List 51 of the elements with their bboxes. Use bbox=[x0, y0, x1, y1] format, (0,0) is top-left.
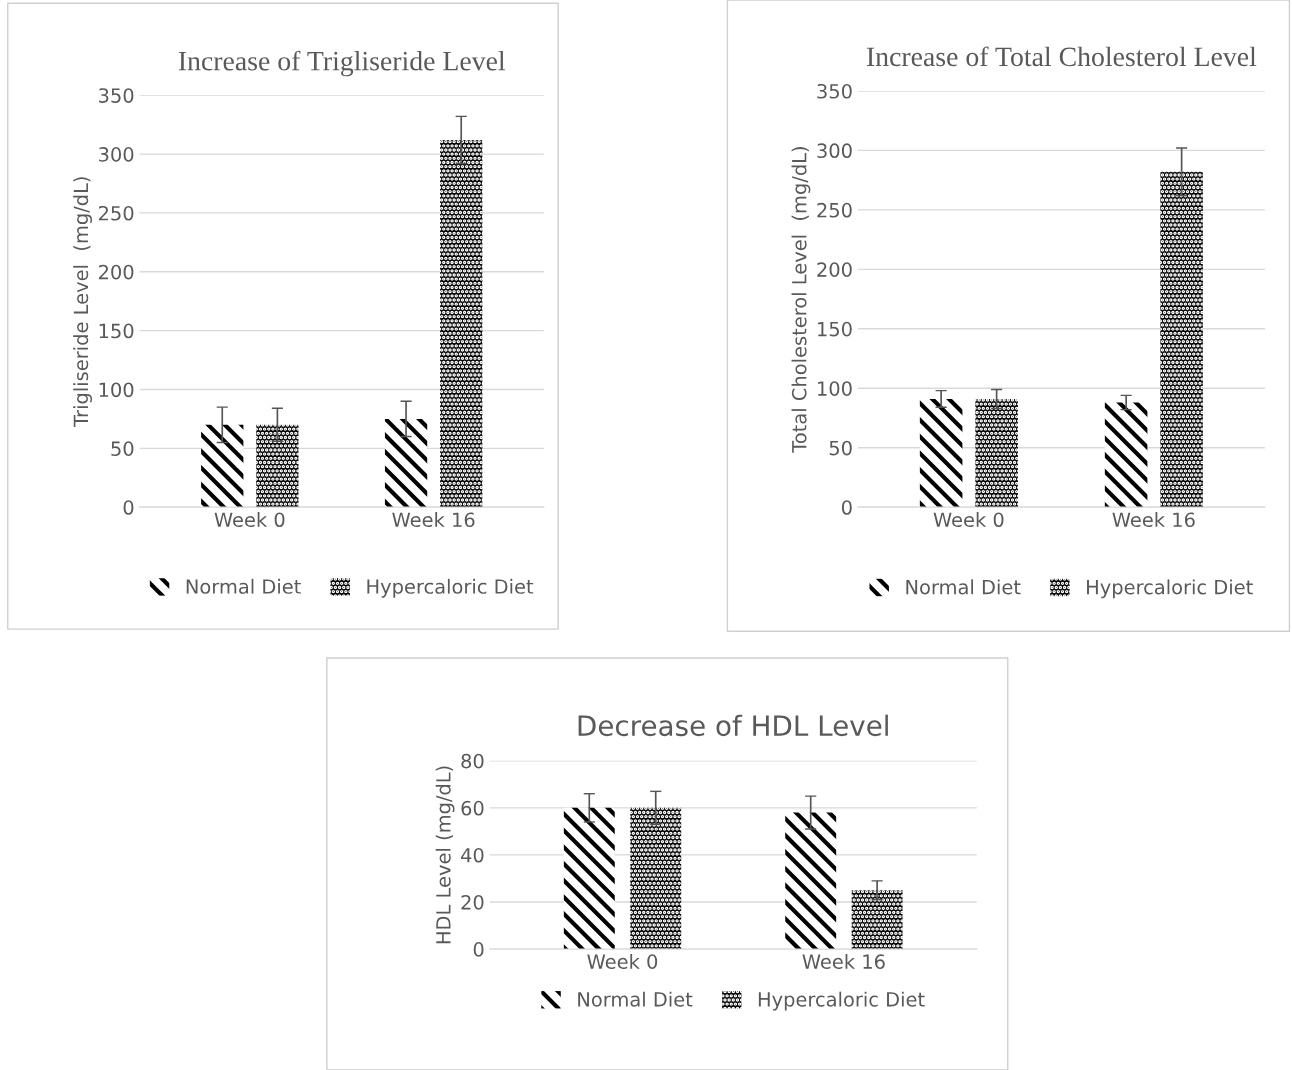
chart-title: Increase of Total Cholesterol Level bbox=[866, 46, 1257, 67]
x-tick-label: Week 16 bbox=[392, 512, 475, 528]
x-tick-label: Week 0 bbox=[214, 512, 285, 528]
legend-label: Normal Diet bbox=[186, 578, 301, 594]
y-axis-title: HDL Level (mg/dL) bbox=[435, 766, 455, 944]
y-tick-label: 300 bbox=[817, 143, 852, 159]
y-tick-label: 150 bbox=[818, 321, 852, 337]
bar bbox=[440, 139, 483, 508]
y-tick-label: 60 bbox=[461, 800, 484, 816]
y-tick-label: 0 bbox=[123, 500, 134, 515]
y-tick-label: 350 bbox=[99, 88, 134, 103]
bar bbox=[1104, 402, 1148, 508]
bar bbox=[851, 890, 903, 950]
legend-label: Hypercaloric Diet bbox=[758, 991, 925, 1011]
y-tick-label: 40 bbox=[461, 847, 484, 863]
legend-label: Normal Diet bbox=[906, 579, 1021, 595]
y-tick-label: 80 bbox=[461, 753, 484, 769]
y-tick-label: 100 bbox=[818, 381, 852, 396]
y-tick-label: 300 bbox=[99, 147, 134, 162]
y-axis-title: Total Cholesterol Level (mg/dL) bbox=[791, 147, 811, 453]
y-tick-label: 50 bbox=[829, 440, 852, 456]
y-tick-label: 250 bbox=[98, 205, 134, 221]
y-axis-title: Trigliseride Level (mg/dL) bbox=[73, 177, 92, 427]
y-tick-label: 0 bbox=[841, 500, 852, 515]
y-tick-label: 20 bbox=[461, 894, 484, 910]
y-tick-label: 200 bbox=[817, 262, 852, 277]
y-tick-label: 200 bbox=[98, 264, 134, 280]
legend-label: Normal Diet bbox=[578, 991, 693, 1007]
chart-title: Increase of Trigliseride Level bbox=[178, 50, 506, 77]
y-tick-label: 350 bbox=[817, 83, 852, 99]
bar bbox=[785, 812, 837, 950]
y-tick-label: 250 bbox=[817, 202, 852, 218]
y-tick-label: 150 bbox=[99, 323, 134, 339]
bar bbox=[256, 424, 299, 508]
bar bbox=[201, 424, 244, 508]
bar bbox=[975, 398, 1018, 508]
y-tick-label: 50 bbox=[111, 441, 134, 456]
y-tick-label: 100 bbox=[99, 382, 134, 398]
y-tick-label: 0 bbox=[473, 942, 484, 957]
bar bbox=[919, 398, 963, 508]
x-tick-label: Week 0 bbox=[587, 953, 658, 969]
x-tick-label: Week 16 bbox=[1112, 512, 1195, 528]
legend-label: Hypercaloric Diet bbox=[1087, 579, 1253, 599]
bar bbox=[1160, 171, 1203, 508]
x-tick-label: Week 16 bbox=[802, 953, 885, 969]
bar bbox=[630, 807, 682, 950]
bar bbox=[384, 418, 428, 508]
x-tick-label: Week 0 bbox=[933, 512, 1004, 528]
chart-title: Decrease of HDL Level bbox=[578, 714, 888, 737]
bar bbox=[563, 807, 615, 950]
legend-label: Hypercaloric Diet bbox=[367, 578, 534, 598]
